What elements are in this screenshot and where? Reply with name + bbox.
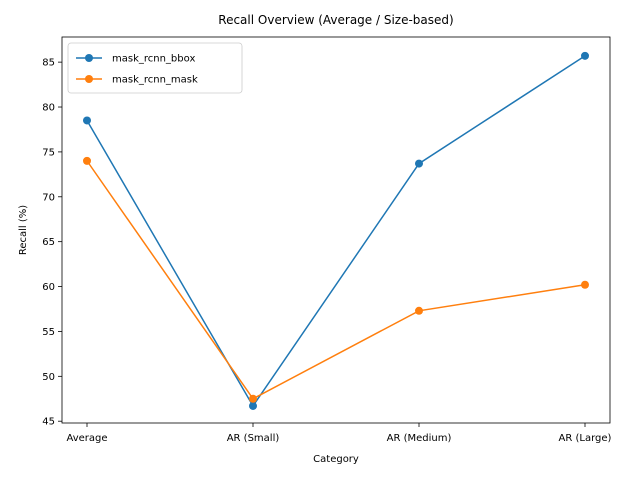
y-axis-ticks: 45 50 55 60 65 70 75 80 85 xyxy=(42,58,62,428)
data-point xyxy=(415,159,423,168)
y-tick-label: 50 xyxy=(42,372,55,383)
y-tick-label: 45 xyxy=(42,417,55,428)
data-point xyxy=(249,394,257,403)
y-tick-label: 75 xyxy=(42,147,55,158)
x-axis-ticks: Average AR (Small) AR (Medium) AR (Large) xyxy=(66,423,612,444)
x-tick-label: AR (Large) xyxy=(559,433,612,444)
legend-item: mask_rcnn_mask xyxy=(76,75,198,86)
chart-title: Recall Overview (Average / Size-based) xyxy=(218,13,453,27)
y-tick-label: 85 xyxy=(42,58,55,69)
legend-item: mask_rcnn_bbox xyxy=(76,54,195,65)
y-tick-label: 65 xyxy=(42,237,55,248)
y-tick-label: 55 xyxy=(42,327,55,338)
legend-marker xyxy=(85,75,93,83)
x-tick-label: AR (Small) xyxy=(227,433,280,444)
series-mask_rcnn_mask xyxy=(83,156,589,403)
y-axis-label: Recall (%) xyxy=(18,205,29,255)
data-point xyxy=(83,116,91,125)
data-point xyxy=(83,156,91,165)
data-point xyxy=(581,51,589,60)
x-tick-label: AR (Medium) xyxy=(387,433,452,444)
y-tick-label: 60 xyxy=(42,282,55,293)
y-tick-label: 70 xyxy=(42,192,55,203)
x-axis-label: Category xyxy=(313,454,359,465)
data-point xyxy=(249,401,257,410)
plot-area xyxy=(83,51,589,410)
data-point xyxy=(581,280,589,289)
legend-marker xyxy=(85,54,93,62)
legend-box xyxy=(67,42,243,94)
x-tick-label: Average xyxy=(66,433,107,444)
series-line xyxy=(86,160,586,400)
series-line xyxy=(86,55,586,408)
series-mask_rcnn_bbox xyxy=(83,51,589,410)
legend-label: mask_rcnn_mask xyxy=(112,75,198,86)
data-point xyxy=(415,306,423,315)
y-tick-label: 80 xyxy=(42,103,55,114)
legend-label: mask_rcnn_bbox xyxy=(112,54,195,65)
axes-frame xyxy=(61,36,611,424)
legend: mask_rcnn_bbox mask_rcnn_mask xyxy=(67,42,243,94)
